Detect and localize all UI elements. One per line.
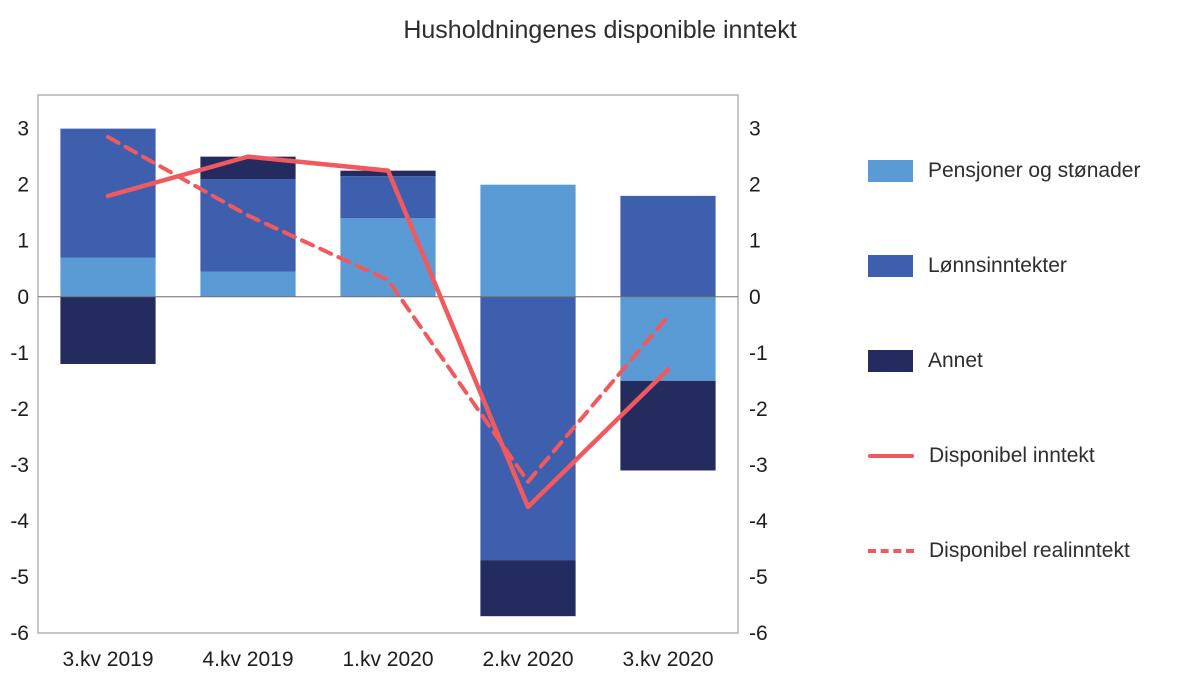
x-category-label: 4.kv 2019 (202, 648, 293, 671)
y-tick-label-left: 3 (17, 118, 29, 141)
bar-segment (620, 296, 716, 381)
bar-segment (60, 128, 156, 258)
bar-segment (340, 176, 436, 219)
bar-segment (340, 218, 436, 297)
x-category-label: 2.kv 2020 (482, 648, 573, 671)
y-tick-label-left: -6 (10, 622, 29, 645)
legend-label-lonnsinntekter: Lønnsinntekter (928, 254, 1067, 277)
y-tick-label-left: -3 (10, 454, 29, 477)
dashed-line-series (106, 135, 670, 484)
y-tick-label-left: 1 (17, 230, 29, 253)
bar-segment (60, 296, 156, 364)
legend-item-disponibel-realinntekt: Disponibel realinntekt (868, 538, 1140, 564)
x-category-label: 3.kv 2019 (62, 648, 153, 671)
solid-line-series (105, 154, 671, 510)
bar-segment (200, 179, 296, 272)
legend-swatch-annet (868, 350, 913, 372)
chart-legend: Pensjoner og stønader Lønnsinntekter Ann… (868, 158, 1140, 564)
bar-segment (480, 560, 576, 617)
legend-label-annet: Annet (928, 349, 983, 372)
y-tick-label-left: 2 (17, 174, 29, 197)
bar-segment (200, 271, 296, 297)
legend-item-lonnsinntekter: Lønnsinntekter (868, 253, 1140, 279)
plot-frame (37, 94, 739, 634)
y-tick-label-right: -6 (749, 622, 768, 645)
y-tick-label-left: -5 (10, 566, 29, 589)
bar-segment (60, 257, 156, 297)
legend-label-pensjoner: Pensjoner og stønader (928, 159, 1141, 182)
y-tick-label-right: 0 (749, 286, 761, 309)
legend-swatch-solid-line (868, 454, 914, 458)
x-category-label: 1.kv 2020 (342, 648, 433, 671)
chart-title: Husholdningenes disponible inntekt (403, 16, 797, 44)
legend-item-annet: Annet (868, 348, 1140, 374)
legend-item-disponibel-inntekt: Disponibel inntekt (868, 443, 1140, 469)
legend-swatch-dashed-line (868, 549, 914, 553)
legend-label-disponibel-inntekt: Disponibel inntekt (929, 444, 1095, 467)
y-tick-label-right: 2 (749, 174, 761, 197)
y-tick-label-right: -2 (749, 398, 768, 421)
legend-swatch-lonnsinntekter (868, 255, 913, 277)
bar-segment (620, 380, 716, 471)
bar-segment (480, 184, 576, 297)
y-tick-label-left: 0 (17, 286, 29, 309)
y-tick-label-left: -4 (10, 510, 29, 533)
y-tick-label-left: -1 (10, 342, 29, 365)
legend-label-disponibel-realinntekt: Disponibel realinntekt (929, 539, 1130, 562)
legend-item-pensjoner: Pensjoner og stønader (868, 158, 1140, 184)
y-tick-label-right: 3 (749, 118, 761, 141)
legend-swatch-pensjoner (868, 160, 913, 182)
y-tick-label-left: -2 (10, 398, 29, 421)
y-tick-label-right: -5 (749, 566, 768, 589)
y-tick-label-right: -1 (749, 342, 768, 365)
x-category-label: 3.kv 2020 (622, 648, 713, 671)
y-tick-label-right: -4 (749, 510, 768, 533)
y-tick-label-right: -3 (749, 454, 768, 477)
bar-segment (620, 195, 716, 297)
y-tick-label-right: 1 (749, 230, 761, 253)
